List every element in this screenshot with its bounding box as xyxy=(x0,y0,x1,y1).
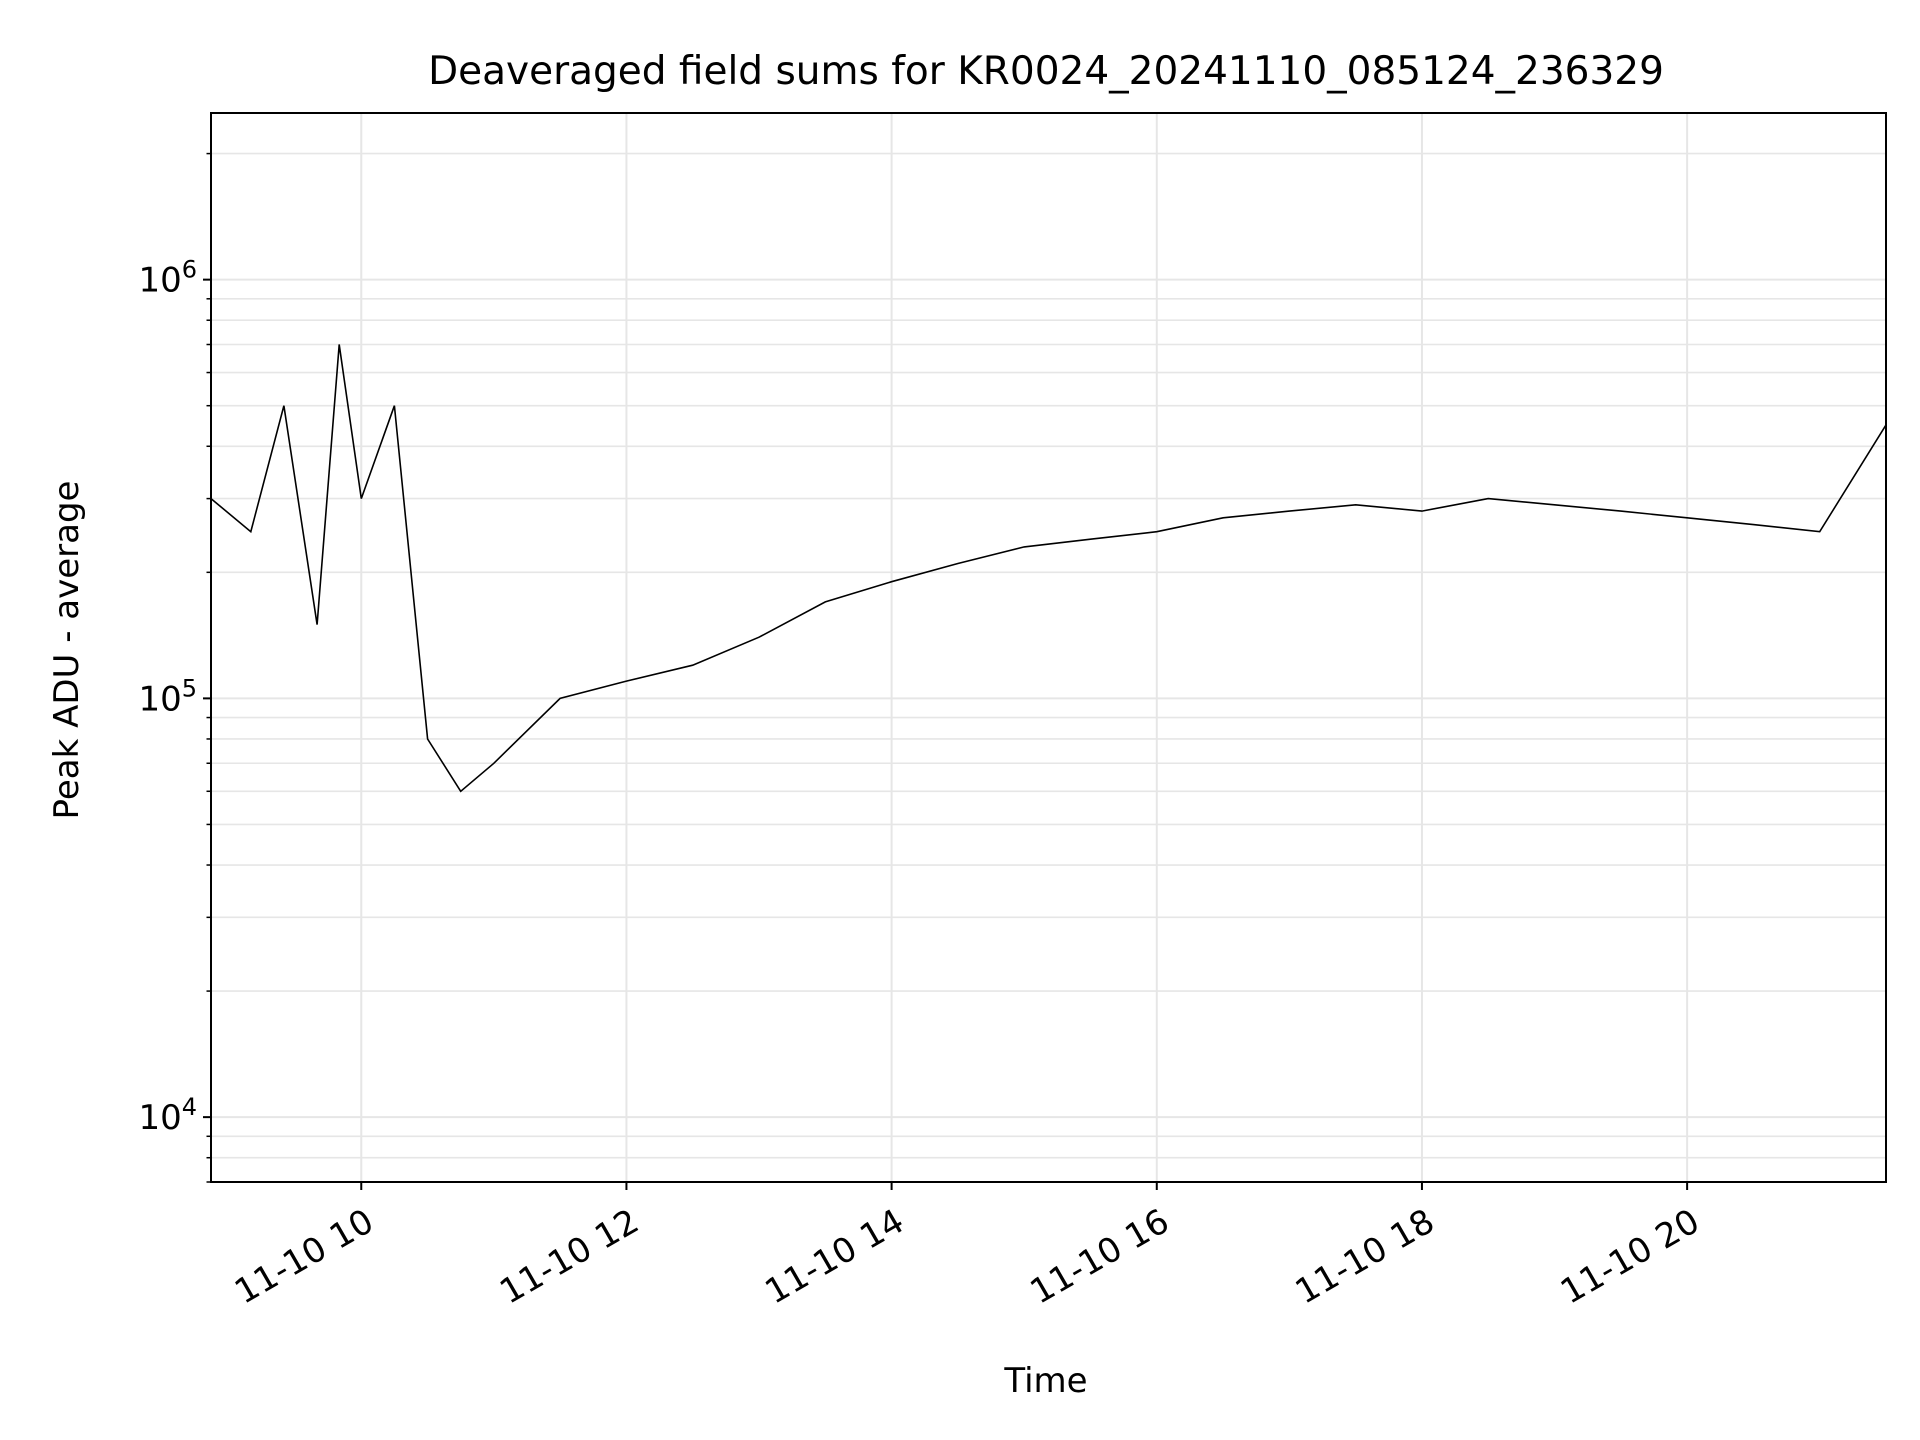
plot-frame xyxy=(210,112,1887,1183)
x-axis-label: Time xyxy=(1003,1361,1087,1401)
y-tick-label: 105 xyxy=(138,674,197,719)
y-tick-label: 106 xyxy=(138,256,197,301)
series-line xyxy=(210,344,1887,793)
chart-title: Deaveraged field sums for KR0024_2024111… xyxy=(428,49,1664,94)
y-tick-label: 104 xyxy=(138,1093,197,1138)
grid xyxy=(211,113,1886,1183)
y-axis-label: Peak ADU - average xyxy=(47,481,87,820)
series-path xyxy=(210,344,1887,793)
